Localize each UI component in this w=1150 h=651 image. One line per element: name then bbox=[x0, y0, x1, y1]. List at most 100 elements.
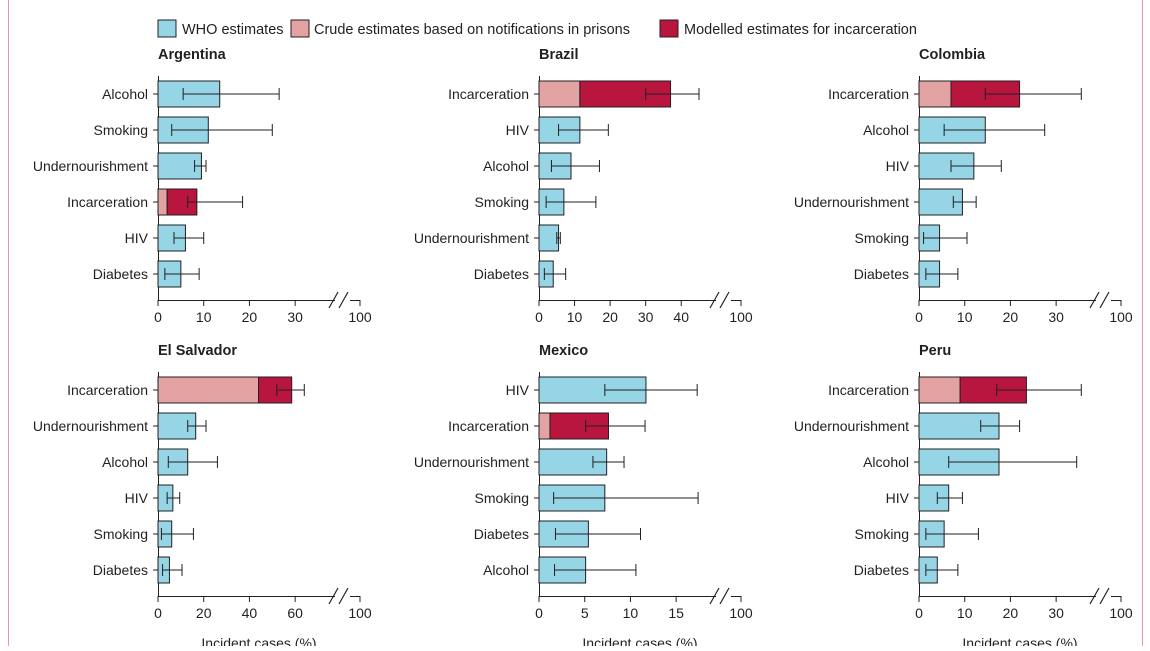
x-tick-label-20: 20 bbox=[602, 309, 618, 325]
category-label-incarceration: Incarceration bbox=[67, 194, 148, 210]
category-label-incarceration: Incarceration bbox=[828, 86, 909, 102]
error-bar-smoking bbox=[171, 124, 273, 136]
category-label-alcohol: Alcohol bbox=[483, 562, 529, 578]
axis-break-mark-left bbox=[328, 291, 339, 309]
x-tick-label-10: 10 bbox=[957, 605, 973, 621]
panel-peru-title: Peru bbox=[919, 343, 951, 359]
error-bar-incarceration bbox=[996, 384, 1082, 396]
category-label-diabetes: Diabetes bbox=[474, 266, 529, 282]
category-label-undernourishment: Undernourishment bbox=[33, 158, 148, 174]
category-label-diabetes: Diabetes bbox=[854, 562, 909, 578]
error-bar-incarceration bbox=[276, 384, 305, 396]
error-bar-hiv bbox=[950, 160, 1002, 172]
x-tick-label-30: 30 bbox=[638, 309, 654, 325]
x-tick-label-break: 100 bbox=[1109, 309, 1133, 325]
panel-colombia-title: Colombia bbox=[919, 47, 986, 63]
x-tick-label-break: 100 bbox=[729, 605, 753, 621]
category-label-diabetes: Diabetes bbox=[93, 562, 148, 578]
category-label-diabetes: Diabetes bbox=[854, 266, 909, 282]
legend-swatch-modelled bbox=[659, 19, 679, 38]
x-tick-label-30: 30 bbox=[1048, 309, 1064, 325]
axis-break-mark-right bbox=[338, 291, 349, 309]
x-tick-label-10: 10 bbox=[567, 309, 583, 325]
x-tick-label-break: 100 bbox=[348, 309, 372, 325]
error-bar-diabetes bbox=[554, 528, 641, 540]
legend-label-crude: Crude estimates based on notifications i… bbox=[314, 22, 630, 38]
error-bar-undernourishment bbox=[592, 456, 625, 468]
error-bar-undernourishment bbox=[952, 196, 977, 208]
category-label-alcohol: Alcohol bbox=[102, 86, 148, 102]
panel-peru: Peru Incarceration Undernourishment Alcohol… bbox=[794, 343, 1133, 651]
chart-legend: WHO estimates Crude estimates based on n… bbox=[157, 19, 917, 38]
bar-who-undernourishment bbox=[538, 448, 608, 476]
error-bar-smoking bbox=[553, 492, 699, 504]
error-bar-diabetes bbox=[543, 268, 567, 280]
panel-mexico: Mexico HIV Incarceration Undernourishment Sm… bbox=[414, 343, 753, 651]
error-bar-hiv bbox=[936, 492, 963, 504]
error-bar-diabetes bbox=[164, 268, 200, 280]
category-label-hiv: HIV bbox=[125, 230, 149, 246]
category-label-diabetes: Diabetes bbox=[474, 526, 529, 542]
category-label-incarceration: Incarceration bbox=[67, 382, 148, 398]
category-label-hiv: HIV bbox=[506, 122, 530, 138]
category-label-smoking: Smoking bbox=[855, 230, 909, 246]
x-tick-label-break: 100 bbox=[348, 605, 372, 621]
x-axis-title: Incident cases (%) bbox=[962, 635, 1077, 646]
x-tick-label-0: 0 bbox=[535, 605, 543, 621]
category-label-smoking: Smoking bbox=[94, 526, 148, 542]
x-tick-label-40: 40 bbox=[242, 605, 258, 621]
axis-break-mark-left bbox=[328, 587, 339, 605]
x-tick-label-30: 30 bbox=[1048, 605, 1064, 621]
bar-crude-incarceration bbox=[157, 188, 168, 216]
x-tick-label-20: 20 bbox=[242, 309, 258, 325]
category-label-alcohol: Alcohol bbox=[102, 454, 148, 470]
category-label-hiv: HIV bbox=[886, 490, 910, 506]
category-label-alcohol: Alcohol bbox=[483, 158, 529, 174]
chart-panels: Argentina Alcohol Smoking Undernourishment I… bbox=[33, 47, 1133, 651]
x-tick-label-0: 0 bbox=[915, 309, 923, 325]
error-bar-diabetes bbox=[925, 564, 959, 576]
panel-argentina: Argentina Alcohol Smoking Undernourishment I… bbox=[33, 47, 372, 325]
category-label-incarceration: Incarceration bbox=[828, 382, 909, 398]
legend-swatch-crude bbox=[290, 19, 310, 38]
category-label-smoking: Smoking bbox=[475, 194, 529, 210]
panel-argentina-title: Argentina bbox=[158, 47, 227, 63]
category-label-undernourishment: Undernourishment bbox=[414, 230, 529, 246]
bar-crude-incarceration bbox=[157, 376, 260, 404]
axis-break-mark-right bbox=[1099, 587, 1110, 605]
x-tick-label-0: 0 bbox=[915, 605, 923, 621]
legend-label-who: WHO estimates bbox=[182, 22, 284, 38]
panel-brazil: Brazil Incarceration HIV Alcohol Smoking Unde… bbox=[414, 47, 753, 325]
category-label-hiv: HIV bbox=[125, 490, 149, 506]
error-bar-undernourishment bbox=[980, 420, 1021, 432]
legend-label-modelled: Modelled estimates for incarceration bbox=[684, 22, 917, 38]
x-tick-label-60: 60 bbox=[287, 605, 303, 621]
x-tick-label-break: 100 bbox=[1109, 605, 1133, 621]
panel-mexico-title: Mexico bbox=[539, 343, 588, 359]
error-bar-diabetes bbox=[162, 564, 183, 576]
x-tick-label-40: 40 bbox=[673, 309, 689, 325]
axis-break-mark-right bbox=[719, 291, 730, 309]
error-bar-hiv bbox=[166, 492, 181, 504]
error-bar-smoking bbox=[160, 528, 194, 540]
error-bar-alcohol bbox=[948, 456, 1078, 468]
panel-colombia: Colombia Incarceration Alcohol HIV Undernour… bbox=[794, 47, 1133, 325]
axis-break-mark-right bbox=[338, 587, 349, 605]
category-label-undernourishment: Undernourishment bbox=[414, 454, 529, 470]
bar-crude-incarceration bbox=[538, 412, 551, 440]
category-label-hiv: HIV bbox=[886, 158, 910, 174]
category-label-incarceration: Incarceration bbox=[448, 418, 529, 434]
error-bar-incarceration bbox=[187, 196, 244, 208]
category-label-undernourishment: Undernourishment bbox=[794, 418, 909, 434]
axis-break-mark-left bbox=[1089, 587, 1100, 605]
x-axis-title: Incident cases (%) bbox=[201, 635, 316, 646]
category-label-alcohol: Alcohol bbox=[863, 454, 909, 470]
x-tick-label-5: 5 bbox=[581, 605, 589, 621]
error-bar-hiv bbox=[173, 232, 205, 244]
axis-break-mark-left bbox=[709, 291, 720, 309]
axis-break-mark-right bbox=[1099, 291, 1110, 309]
error-bar-undernourishment bbox=[187, 420, 207, 432]
error-bar-hiv bbox=[604, 384, 698, 396]
